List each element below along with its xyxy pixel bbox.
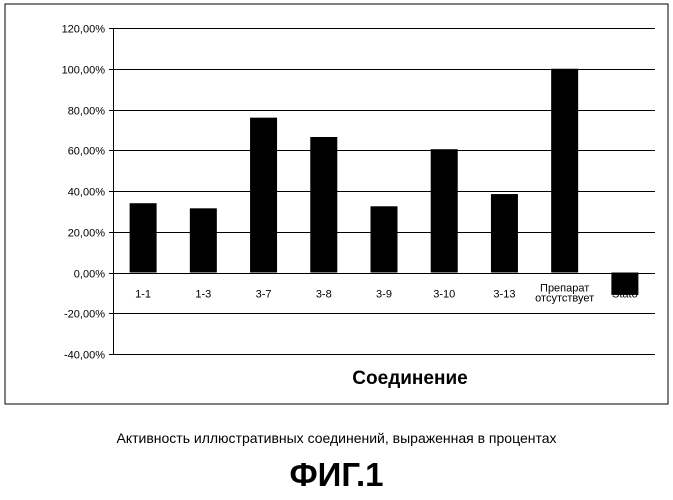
x-tick-label: 1-1 <box>135 289 151 301</box>
x-tick-label: 3-10 <box>433 289 455 301</box>
y-tick-label: -20,00% <box>64 309 105 321</box>
bar <box>130 203 157 272</box>
bars-layer <box>130 69 639 295</box>
x-tick-label: 3-9 <box>376 289 392 301</box>
y-axis-ticks: -40,00% -20,00% 0,00% 20,00% 40,00% 60,00% 80,… <box>62 24 113 362</box>
bar <box>310 137 337 272</box>
bar <box>431 149 458 272</box>
x-tick-label: 3-8 <box>316 289 332 301</box>
bar <box>250 118 277 273</box>
y-tick-label: -40,00% <box>64 350 105 362</box>
figure-label: ФИГ.1 <box>0 456 673 494</box>
x-tick-label: отсутствует <box>535 293 594 305</box>
bar <box>551 69 578 273</box>
y-tick-label: 120,00% <box>62 24 106 36</box>
figure-caption: Активность иллюстративных соединений, вы… <box>0 430 673 446</box>
x-tick-label: 3-7 <box>256 289 272 301</box>
x-tick-label: 3-13 <box>493 289 515 301</box>
x-axis-title: Соединение <box>352 368 467 389</box>
y-tick-label: 60,00% <box>68 146 106 158</box>
y-tick-label: 40,00% <box>68 187 106 199</box>
x-axis-ticks: 1-11-33-73-83-93-103-13Препаратотсутству… <box>135 283 638 305</box>
y-tick-label: 100,00% <box>62 65 106 77</box>
y-tick-label: 20,00% <box>68 228 106 240</box>
y-tick-label: 0,00% <box>74 269 105 281</box>
y-tick-label: 80,00% <box>68 106 106 118</box>
x-tick-label: 1-3 <box>195 289 211 301</box>
x-tick-label: Stato <box>612 289 638 301</box>
bar <box>371 206 398 272</box>
bar <box>491 194 518 272</box>
bar <box>190 208 217 272</box>
